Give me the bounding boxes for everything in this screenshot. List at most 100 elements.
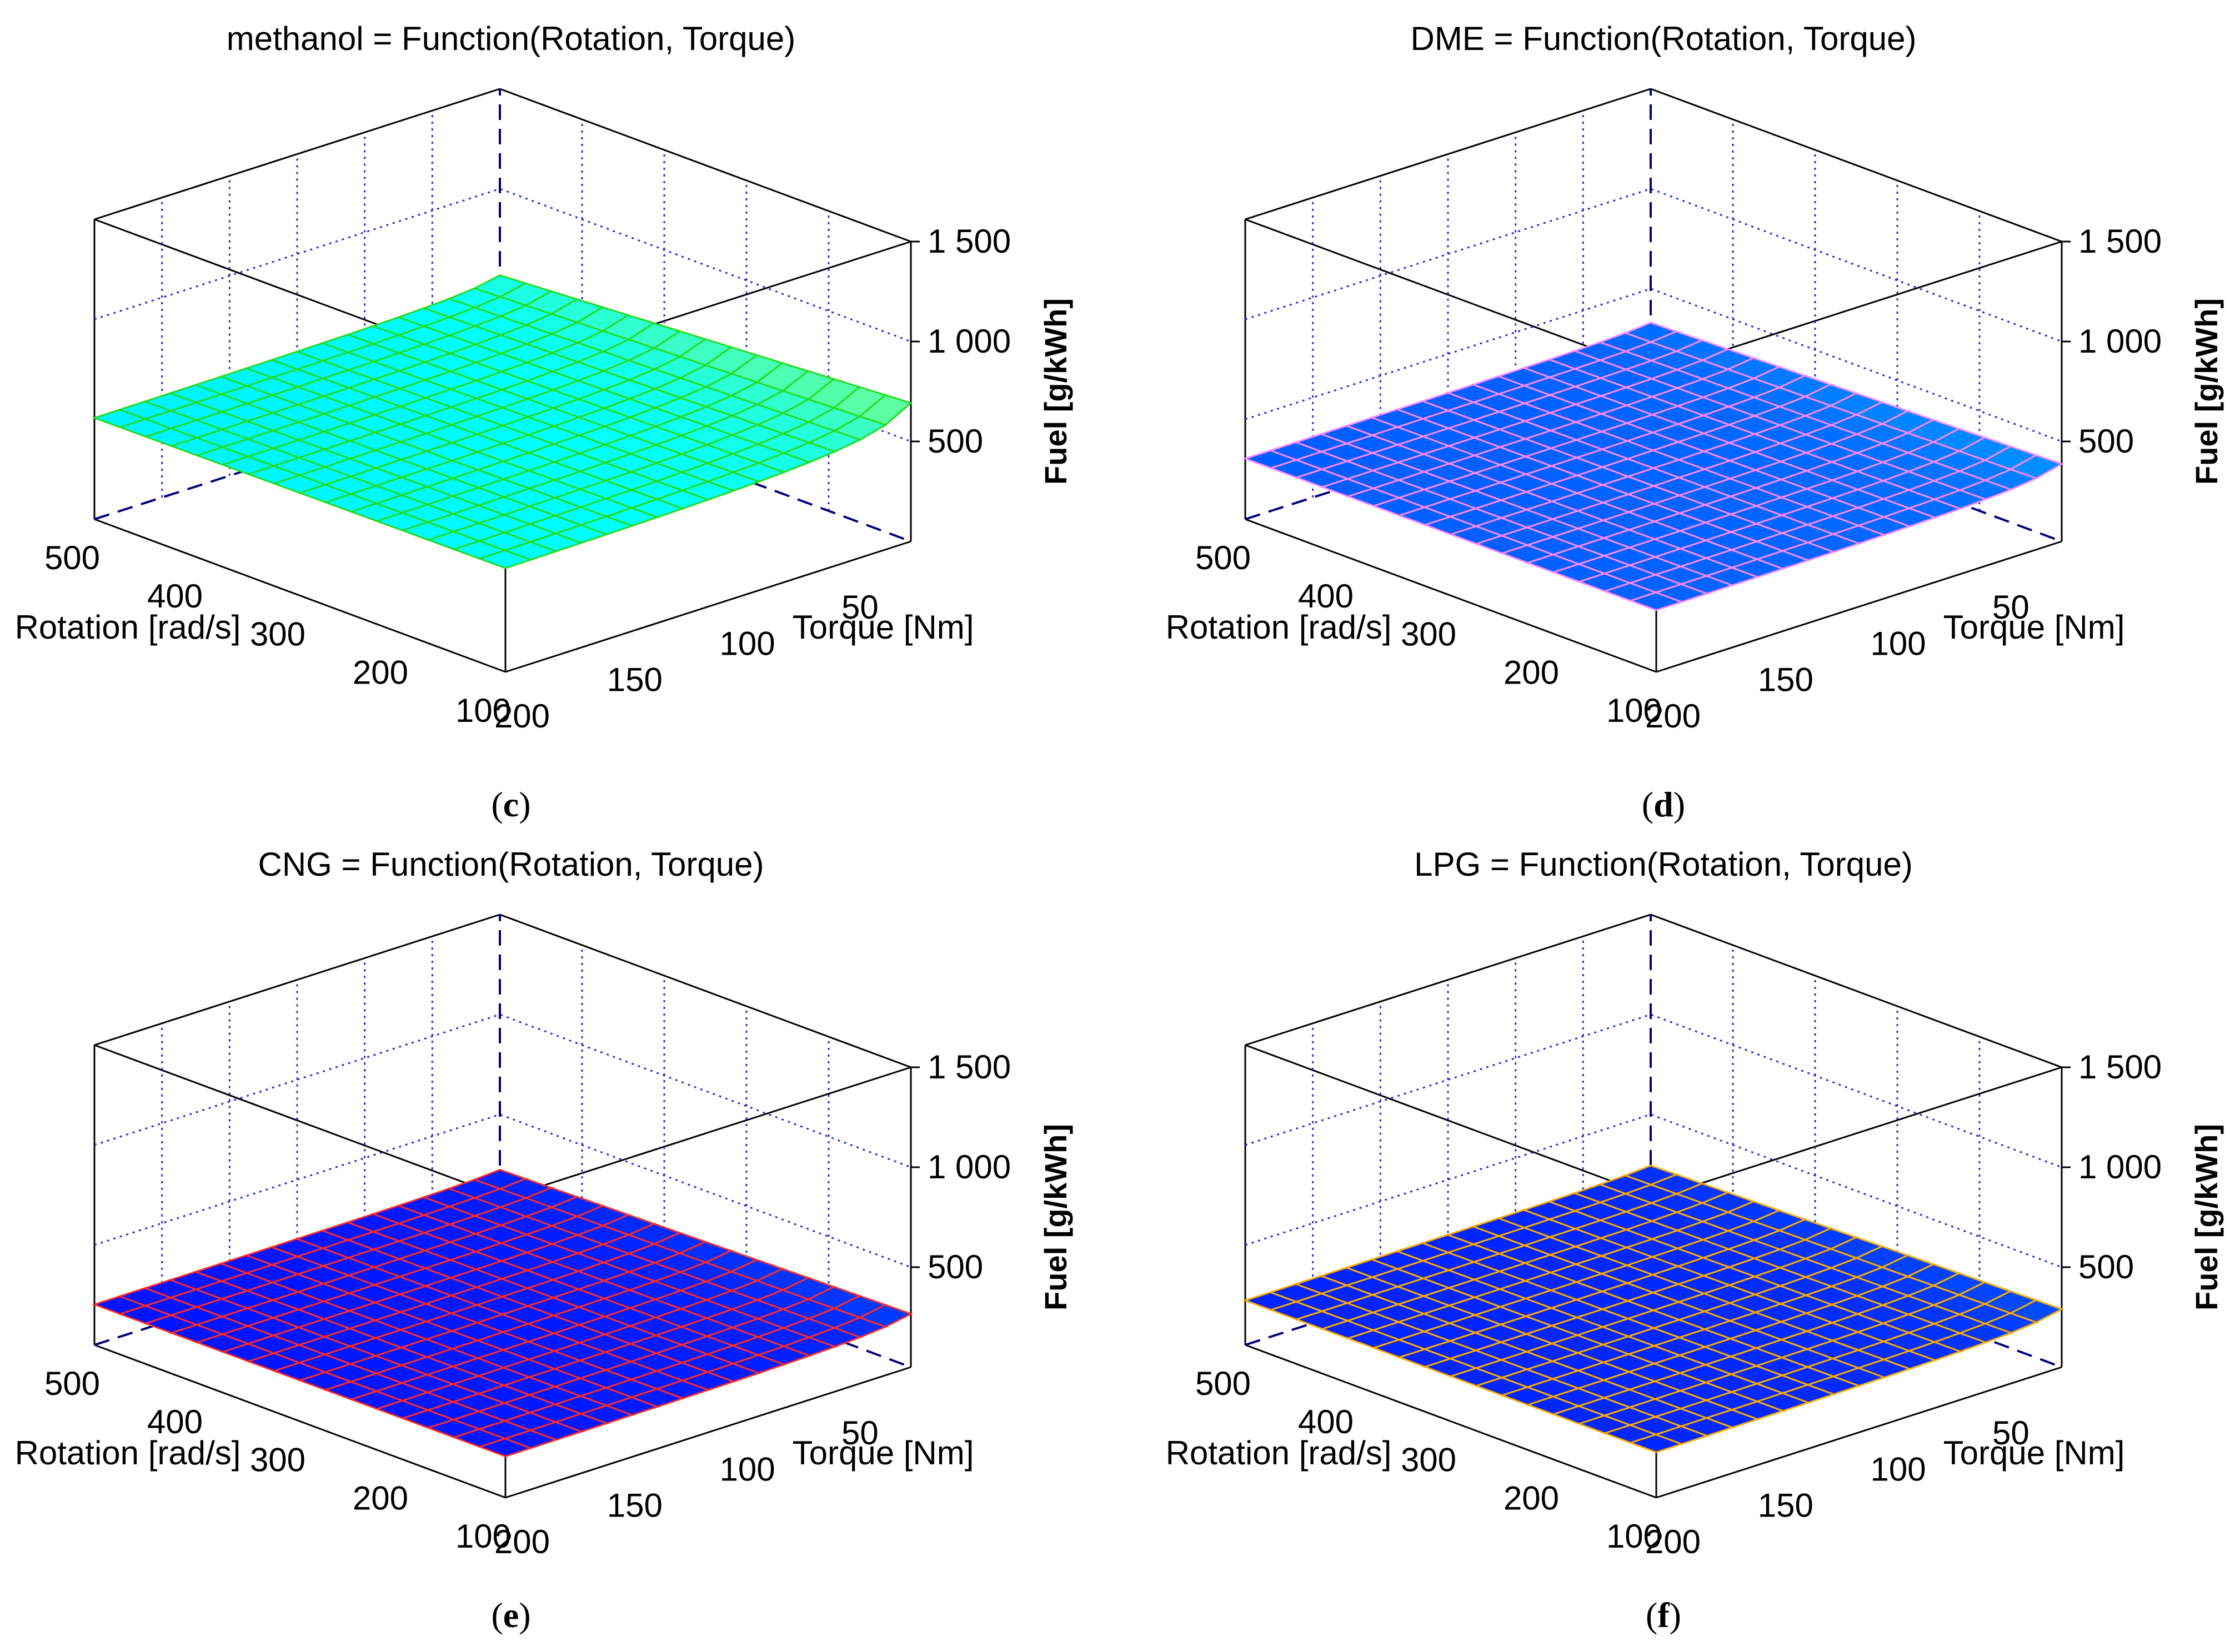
x-tick-label: 300: [1401, 616, 1456, 653]
box-edge: [1656, 1066, 2062, 1199]
z-tick-label: 1 500: [2078, 223, 2162, 260]
z-axis-label: Fuel [g/kWh]: [2189, 298, 2224, 485]
box-edge: [94, 1044, 506, 1199]
z-axis-label: Fuel [g/kWh]: [1038, 298, 1073, 485]
x-tick-label: 100: [1606, 692, 1662, 729]
y-tick-label: 100: [720, 1450, 775, 1488]
caption-close: ): [1673, 785, 1685, 824]
x-tick-label: 300: [1401, 1442, 1456, 1479]
surface: [1242, 322, 2064, 611]
grid-line: [94, 1013, 911, 1168]
panel-caption: (f): [1646, 1595, 1681, 1635]
box-edge: [94, 913, 500, 1046]
z-tick-label: 1 500: [928, 223, 1011, 260]
y-tick-label: 100: [1871, 625, 1926, 662]
y-tick-label: 200: [494, 1523, 550, 1560]
y-tick-label: 50: [841, 1414, 879, 1452]
box-edge: [94, 88, 500, 220]
panel-d: DME = Function(Rotation, Torque) 1 500 1 0…: [1166, 20, 2224, 824]
box-edge: [499, 913, 911, 1068]
grid-line: [94, 1113, 911, 1268]
box-edge: [1245, 913, 1651, 1046]
x-tick-label: 400: [1298, 1403, 1354, 1440]
surface-cell: [2008, 454, 2064, 480]
x-tick-label: 200: [1504, 654, 1559, 691]
caption-letter: f: [1657, 1595, 1670, 1635]
caption-letter: e: [503, 1595, 519, 1635]
surface-cell: [2008, 1299, 2064, 1324]
x-tick-label: 400: [147, 578, 203, 615]
x-tick-label: 100: [1606, 1518, 1662, 1555]
x-axis-label: Rotation [rad/s]: [15, 609, 241, 646]
grid-line: [94, 188, 911, 343]
x-axis-label: Rotation [rad/s]: [1166, 1434, 1392, 1472]
box-edge: [94, 518, 506, 673]
z-tick-label: 1 500: [2078, 1048, 2162, 1086]
y-axis-label: Torque [Nm]: [793, 1434, 974, 1472]
box-edge: [1245, 1044, 1657, 1199]
grid-line: [1245, 288, 2062, 443]
surface-cell: [858, 1304, 913, 1328]
panel-c: methanol = Function(Rotation, Torque) 1 5…: [15, 20, 1073, 824]
x-tick-label: 500: [44, 1365, 100, 1402]
z-tick-label: 500: [2078, 423, 2134, 460]
x-axis-label: Rotation [rad/s]: [1166, 609, 1392, 646]
caption-letter: d: [1653, 785, 1673, 824]
y-axis-label: Torque [Nm]: [1943, 609, 2125, 646]
panel-caption: (d): [1642, 785, 1685, 824]
caption-close: ): [1670, 1595, 1681, 1635]
surface: [92, 1169, 913, 1458]
z-tick-label: 1 000: [928, 1148, 1011, 1186]
grid-line: [1245, 1013, 2062, 1168]
caption-close: ): [519, 1595, 530, 1635]
y-tick-label: 50: [841, 589, 879, 626]
grid-line: [1245, 188, 2062, 343]
y-tick-label: 100: [720, 625, 775, 662]
z-tick-label: 500: [2078, 1248, 2134, 1286]
y-tick-label: 200: [1645, 1523, 1701, 1560]
x-tick-label: 500: [44, 539, 100, 576]
caption-letter: c: [503, 785, 519, 824]
x-tick-label: 100: [455, 1518, 511, 1555]
y-tick-label: 150: [607, 1487, 663, 1524]
chart-title: DME = Function(Rotation, Torque): [1411, 20, 1917, 57]
x-tick-label: 200: [1504, 1479, 1559, 1517]
z-axis-label: Fuel [g/kWh]: [1038, 1124, 1073, 1310]
chart-title: CNG = Function(Rotation, Torque): [258, 846, 764, 883]
z-tick-label: 1 500: [928, 1048, 1011, 1086]
z-tick-label: 500: [928, 1248, 983, 1286]
chart-title: LPG = Function(Rotation, Torque): [1414, 846, 1913, 883]
box-edge: [505, 1066, 911, 1199]
y-tick-label: 200: [494, 697, 550, 735]
box-edge: [1245, 1344, 1657, 1499]
surface: [92, 274, 913, 569]
box-edge: [505, 1366, 911, 1499]
box-edge: [1650, 88, 2062, 243]
z-tick-label: 500: [928, 423, 983, 460]
box-edge: [1656, 1366, 2062, 1499]
y-tick-label: 150: [1758, 661, 1813, 699]
box-edge: [94, 1344, 506, 1499]
caption-open: (: [491, 1595, 503, 1635]
y-tick-label: 200: [1645, 697, 1701, 735]
box-edge: [505, 540, 911, 673]
surface: [1242, 1164, 2064, 1453]
box-edge: [1650, 913, 2062, 1068]
caption-open: (: [1646, 1595, 1657, 1635]
x-tick-label: 500: [1195, 1365, 1251, 1402]
box-edge: [1245, 88, 1651, 220]
x-tick-label: 400: [1298, 578, 1354, 615]
y-tick-label: 50: [1992, 1414, 2029, 1452]
caption-open: (: [1642, 785, 1653, 824]
y-tick-label: 100: [1871, 1450, 1926, 1488]
box-edge: [499, 88, 911, 243]
x-tick-label: 100: [455, 692, 511, 729]
y-tick-label: 50: [1992, 589, 2029, 626]
y-tick-label: 150: [1758, 1487, 1813, 1524]
z-axis-label: Fuel [g/kWh]: [2189, 1124, 2224, 1310]
panel-e: CNG = Function(Rotation, Torque) 1 500 1 0…: [15, 846, 1073, 1635]
panel-caption: (c): [491, 785, 530, 824]
chart-title: methanol = Function(Rotation, Torque): [227, 20, 795, 57]
x-tick-label: 200: [353, 654, 408, 691]
